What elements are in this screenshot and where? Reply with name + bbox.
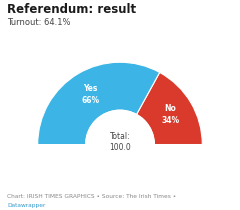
Text: Turnout: 64.1%: Turnout: 64.1% xyxy=(7,18,71,27)
Text: Total:
100.0: Total: 100.0 xyxy=(109,132,131,152)
Circle shape xyxy=(86,110,154,179)
Text: Chart: IRISH TIMES GRAPHICS • Source: The Irish Times •: Chart: IRISH TIMES GRAPHICS • Source: Th… xyxy=(7,194,178,199)
Wedge shape xyxy=(38,62,160,144)
Text: No
34%: No 34% xyxy=(161,104,179,125)
Text: Datawrapper: Datawrapper xyxy=(7,203,46,208)
Text: Referendum: result: Referendum: result xyxy=(7,3,136,16)
Text: Yes
66%: Yes 66% xyxy=(81,84,99,105)
Wedge shape xyxy=(137,72,202,144)
